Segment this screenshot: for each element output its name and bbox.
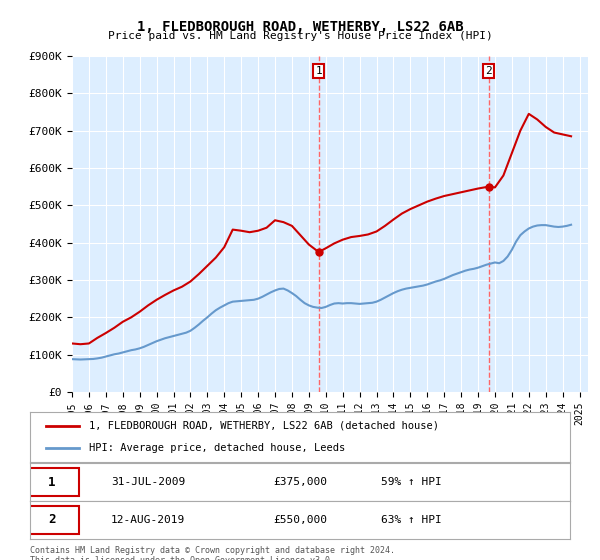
Text: 1, FLEDBOROUGH ROAD, WETHERBY, LS22 6AB (detached house): 1, FLEDBOROUGH ROAD, WETHERBY, LS22 6AB … <box>89 421 439 431</box>
Text: 63% ↑ HPI: 63% ↑ HPI <box>381 515 442 525</box>
Text: 2: 2 <box>48 513 55 526</box>
Text: £375,000: £375,000 <box>273 477 327 487</box>
Text: 59% ↑ HPI: 59% ↑ HPI <box>381 477 442 487</box>
Text: HPI: Average price, detached house, Leeds: HPI: Average price, detached house, Leed… <box>89 443 346 453</box>
Text: 2: 2 <box>485 66 492 76</box>
Text: 1: 1 <box>48 475 55 489</box>
Text: £550,000: £550,000 <box>273 515 327 525</box>
Text: Contains HM Land Registry data © Crown copyright and database right 2024.
This d: Contains HM Land Registry data © Crown c… <box>30 546 395 560</box>
Text: 1: 1 <box>315 66 322 76</box>
Text: Price paid vs. HM Land Registry's House Price Index (HPI): Price paid vs. HM Land Registry's House … <box>107 31 493 41</box>
FancyBboxPatch shape <box>25 506 79 534</box>
Text: 31-JUL-2009: 31-JUL-2009 <box>111 477 185 487</box>
FancyBboxPatch shape <box>25 468 79 496</box>
Text: 1, FLEDBOROUGH ROAD, WETHERBY, LS22 6AB: 1, FLEDBOROUGH ROAD, WETHERBY, LS22 6AB <box>137 20 463 34</box>
Text: 12-AUG-2019: 12-AUG-2019 <box>111 515 185 525</box>
